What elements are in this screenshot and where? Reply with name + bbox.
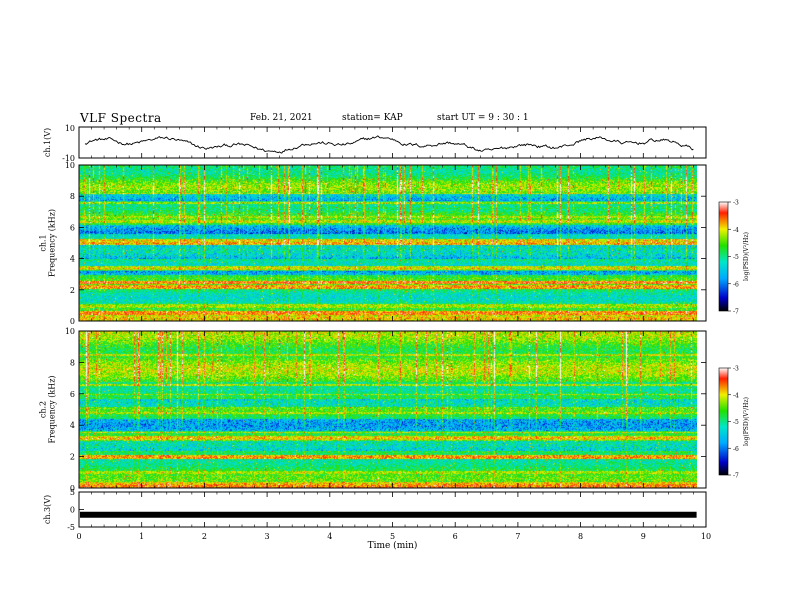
- ch2-spectrogram-colorbar-tick-label: -3: [733, 366, 739, 373]
- ch2-spectrogram-colorbar-tick-label: -5: [733, 419, 739, 426]
- ch1-spectrogram-colorbar-tick-label: -6: [733, 281, 739, 288]
- ch1-spectrogram-ytick-label: 6: [70, 223, 75, 232]
- ch1-ytick-label: -10: [62, 154, 75, 163]
- time-tick-label: 5: [390, 532, 395, 541]
- time-tick-label: 10: [701, 532, 711, 541]
- ch2-spectrogram-colorbar-tick-label: -7: [733, 473, 739, 480]
- ch2-spectrogram-image: [79, 331, 697, 488]
- ch1-spectrogram-ylabel: ch.1: [39, 234, 48, 251]
- ch1-spectrogram-ytick-label: 8: [70, 192, 75, 201]
- ch3-ytick-label: -5: [67, 523, 75, 532]
- figure-start-ut: start UT = 9 : 30 : 1: [437, 113, 529, 123]
- time-tick-label: 7: [515, 532, 520, 541]
- ch1-spectrogram-ytick-label: 4: [70, 255, 75, 264]
- ch2-spectrogram-ylabel: Frequency (kHz): [48, 375, 57, 443]
- ch1-spectrogram-ytick-label: 0: [70, 317, 75, 326]
- time-tick-label: 9: [641, 532, 646, 541]
- ch3-ylabel: ch.3(V): [43, 495, 52, 524]
- time-tick-label: 3: [265, 532, 270, 541]
- time-tick-label: 2: [202, 532, 207, 541]
- time-tick-label: 6: [453, 532, 458, 541]
- ch3-signal-band: [80, 511, 697, 518]
- ch2-spectrogram-ylabel: ch.2: [39, 401, 48, 418]
- ch1-spectrogram-colorbar: [718, 201, 729, 312]
- ch2-spectrogram-colorbar-label: log(PSD)(V²/Hz): [743, 397, 750, 446]
- ch1-ytick-label: 10: [65, 124, 75, 133]
- ch1-spectrogram-image: [79, 165, 697, 321]
- ch2-spectrogram-ytick-label: 6: [70, 390, 75, 399]
- ch1-spectrogram-colorbar-label: log(PSD)(V²/Hz): [743, 232, 750, 281]
- time-axis-label: Time (min): [368, 540, 418, 551]
- ch1-spectrogram-ytick-label: 10: [65, 161, 75, 170]
- ch3-ytick-label: 5: [70, 488, 75, 497]
- ch2-spectrogram-ytick-label: 2: [70, 453, 75, 462]
- time-tick-label: 0: [76, 532, 81, 541]
- ch2-spectrogram-ytick-label: 4: [70, 421, 75, 430]
- figure-station: station= KAP: [342, 113, 403, 123]
- ch1-spectrogram-colorbar-tick-label: -3: [733, 200, 739, 207]
- ch2-spectrogram-ytick-label: 10: [65, 327, 75, 336]
- ch1-ylabel: ch.1(V): [43, 128, 52, 157]
- ch1-spectrogram-ytick-label: 2: [70, 286, 75, 295]
- figure-title: VLF Spectra: [80, 111, 162, 125]
- time-tick-label: 8: [578, 532, 583, 541]
- ch1-spectrogram-colorbar-tick-label: -7: [733, 309, 739, 316]
- ch1-waveform-line: [84, 135, 694, 154]
- ch2-spectrogram-colorbar-tick-label: -4: [733, 392, 739, 399]
- time-tick-label: 1: [139, 532, 144, 541]
- ch3-ytick-label: 0: [70, 506, 75, 515]
- ch2-spectrogram-colorbar: [718, 367, 729, 476]
- time-tick-label: 4: [327, 532, 332, 541]
- figure-date: Feb. 21, 2021: [250, 113, 313, 123]
- ch1-spectrogram-colorbar-tick-label: -5: [733, 254, 739, 261]
- ch2-spectrogram-colorbar-tick-label: -6: [733, 446, 739, 453]
- ch2-spectrogram-ytick-label: 8: [70, 358, 75, 367]
- ch3-panel-frame: [78, 491, 707, 528]
- ch2-spectrogram-ytick-label: 0: [70, 484, 75, 493]
- ch1-spectrogram-ylabel: Frequency (kHz): [48, 209, 57, 277]
- ch1-spectrogram-colorbar-tick-label: -4: [733, 227, 739, 234]
